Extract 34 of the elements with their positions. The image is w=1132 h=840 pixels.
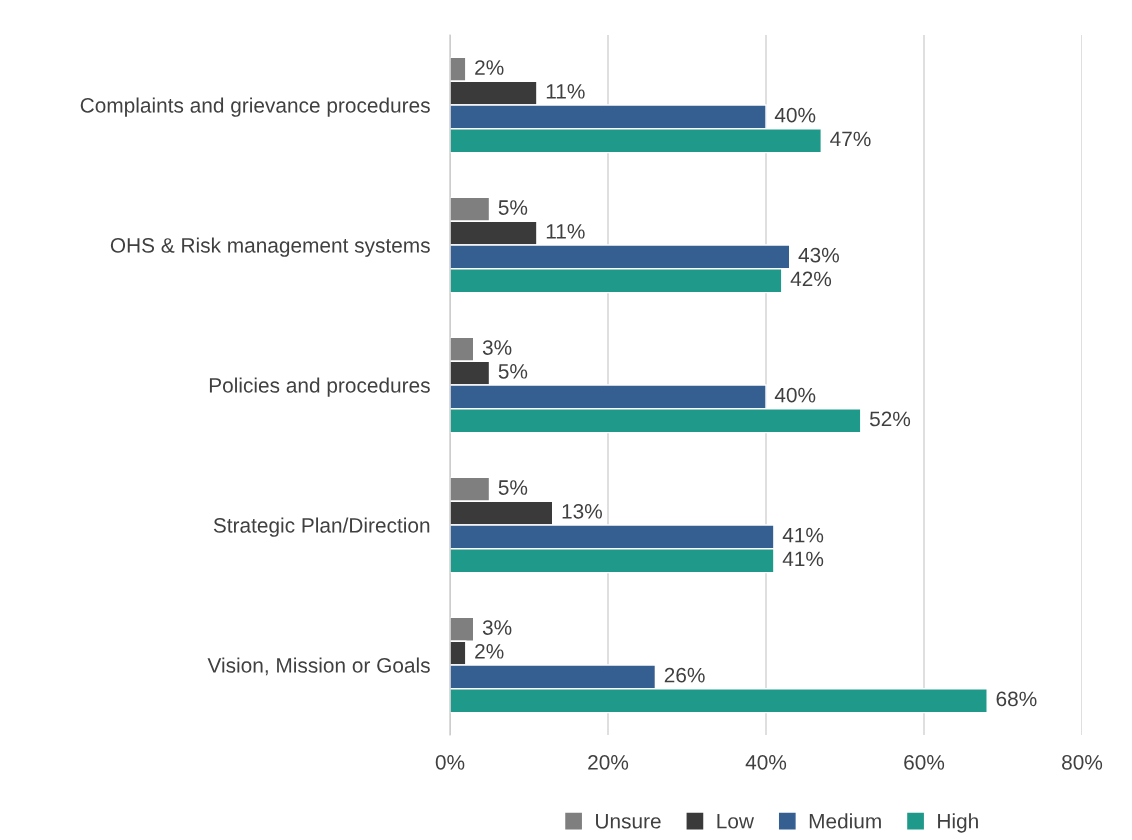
data-label: 5% [498,200,528,215]
data-label: 43% [798,247,839,263]
data-label: 13% [562,503,602,519]
data-label: 2% [475,60,504,75]
data-label: 41% [782,551,824,567]
data-label: 47% [830,131,871,147]
data-label: 5% [498,364,528,379]
y-tick-label: Vision, Mission or Goals [207,657,430,676]
data-label: 3% [482,620,512,635]
data-label: 41% [782,527,824,543]
data-label: 42% [790,271,832,287]
x-tick-label: 80% [1062,754,1103,770]
x-tick-label: 20% [588,754,629,770]
y-tick-label: Strategic Plan/Direction [213,517,430,537]
legend-label: Low [717,814,755,829]
data-label: 11% [546,84,585,99]
data-label: 3% [482,340,512,355]
legend-label: Unsure [596,814,661,829]
data-label: 2% [475,643,504,659]
data-label: 5% [498,480,528,495]
data-label: 68% [996,691,1037,707]
data-label: 11% [546,224,585,239]
legend-label: High [938,813,978,833]
data-label: 40% [774,107,816,123]
y-tick-label: Policies and procedures [209,377,430,397]
y-tick-label: Complaints and grievance procedures [80,97,430,117]
x-tick-label: 60% [904,754,945,770]
data-label: 52% [869,411,911,427]
x-tick-label: 0% [435,754,465,770]
legend-label: Medium [809,813,881,829]
data-label: 26% [664,667,705,683]
x-tick-label: 40% [745,754,787,770]
data-label: 40% [774,387,816,403]
y-tick-label: OHS & Risk management systems [110,237,430,257]
